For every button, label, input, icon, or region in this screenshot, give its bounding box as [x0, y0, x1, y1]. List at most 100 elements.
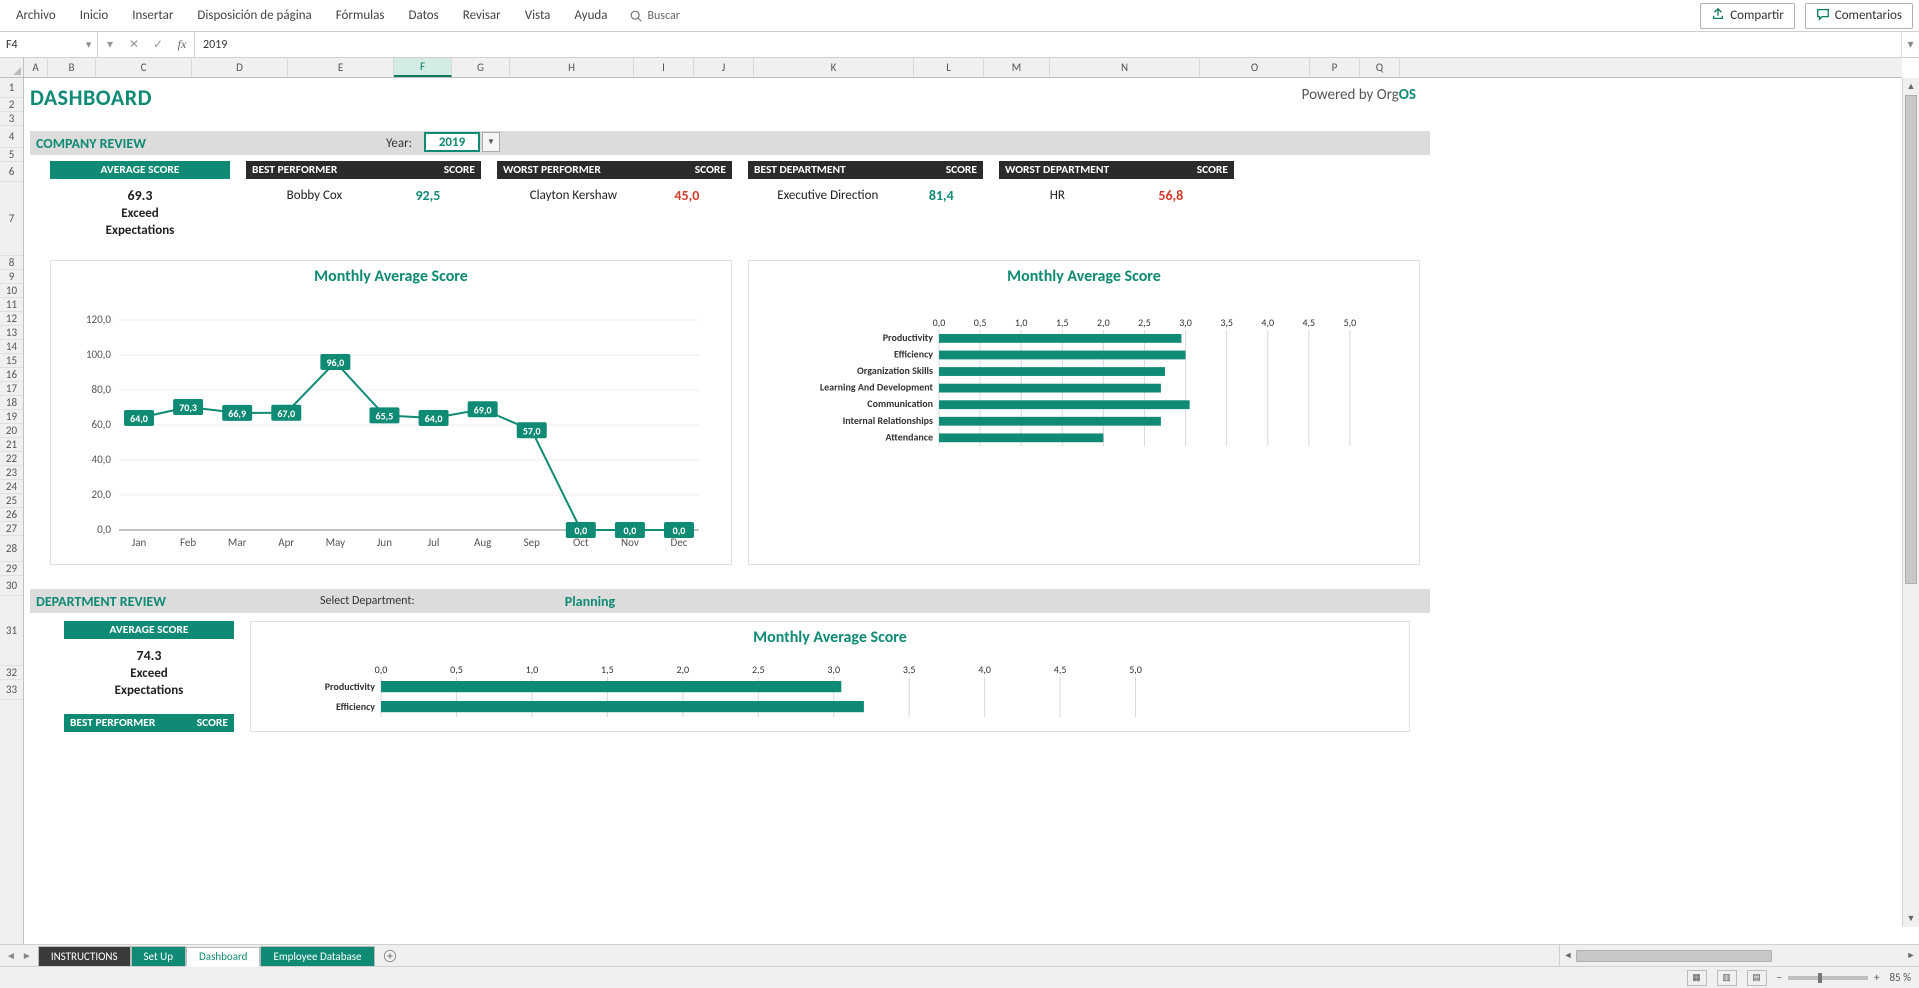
row-header-5[interactable]: 5 [0, 148, 23, 162]
horizontal-scrollbar[interactable]: ◄ ► [1559, 945, 1919, 966]
row-header-10[interactable]: 10 [0, 284, 23, 298]
column-header-M[interactable]: M [984, 58, 1050, 77]
zoom-out-icon[interactable]: − [1777, 971, 1782, 984]
column-header-K[interactable]: K [754, 58, 914, 77]
row-header-15[interactable]: 15 [0, 354, 23, 368]
year-dropdown-icon[interactable]: ▼ [482, 132, 500, 152]
column-header-B[interactable]: B [48, 58, 96, 77]
column-header-N[interactable]: N [1050, 58, 1200, 77]
row-header-14[interactable]: 14 [0, 340, 23, 354]
scroll-up-icon[interactable]: ▲ [1903, 78, 1919, 95]
fx-icon[interactable]: fx [170, 37, 194, 52]
ribbon-item-ayuda[interactable]: Ayuda [564, 4, 617, 27]
scroll-right-icon[interactable]: ► [1903, 950, 1919, 961]
ribbon-item-revisar[interactable]: Revisar [453, 4, 511, 27]
view-normal-icon[interactable]: ▦ [1687, 970, 1707, 986]
ribbon-item-fórmulas[interactable]: Fórmulas [326, 4, 395, 27]
row-header-32[interactable]: 32 [0, 666, 23, 680]
fb-dropdown-icon[interactable]: ▾ [98, 37, 122, 52]
column-header-D[interactable]: D [192, 58, 288, 77]
cancel-icon[interactable]: ✕ [122, 37, 146, 52]
sheet-tab-employee-database[interactable]: Employee Database [260, 946, 374, 966]
column-header-F[interactable]: F [394, 58, 452, 77]
name-box[interactable]: F4 ▼ [0, 32, 98, 57]
hscroll-thumb[interactable] [1576, 950, 1772, 962]
row-header-28[interactable]: 28 [0, 536, 23, 562]
column-header-I[interactable]: I [634, 58, 694, 77]
row-header-13[interactable]: 13 [0, 326, 23, 340]
row-header-19[interactable]: 19 [0, 410, 23, 424]
row-header-30[interactable]: 30 [0, 576, 23, 596]
row-header-29[interactable]: 29 [0, 562, 23, 576]
column-header-O[interactable]: O [1200, 58, 1310, 77]
row-header-16[interactable]: 16 [0, 368, 23, 382]
row-header-27[interactable]: 27 [0, 522, 23, 536]
row-header-1[interactable]: 1 [0, 78, 23, 98]
column-header-G[interactable]: G [452, 58, 510, 77]
ribbon-item-vista[interactable]: Vista [515, 4, 561, 27]
dropdown-icon[interactable]: ▼ [84, 39, 93, 50]
sheet-tab-instructions[interactable]: INSTRUCTIONS [38, 946, 131, 966]
ribbon-item-archivo[interactable]: Archivo [6, 4, 66, 27]
ribbon-item-datos[interactable]: Datos [398, 4, 448, 27]
add-sheet-icon[interactable] [379, 945, 401, 966]
comments-button[interactable]: Comentarios [1805, 3, 1913, 29]
row-header-26[interactable]: 26 [0, 508, 23, 522]
row-header-18[interactable]: 18 [0, 396, 23, 410]
row-header-33[interactable]: 33 [0, 680, 23, 700]
vscroll-thumb[interactable] [1905, 95, 1917, 584]
zoom-in-icon[interactable]: + [1874, 971, 1879, 984]
row-header-20[interactable]: 20 [0, 424, 23, 438]
ribbon-item-insertar[interactable]: Insertar [122, 4, 183, 27]
scroll-down-icon[interactable]: ▼ [1903, 910, 1919, 927]
ribbon-item-disposición-de-página[interactable]: Disposición de página [187, 4, 321, 27]
row-header-21[interactable]: 21 [0, 438, 23, 452]
vscroll-track[interactable] [1903, 95, 1919, 910]
row-header-9[interactable]: 9 [0, 270, 23, 284]
expand-formula-icon[interactable]: ▾ [1901, 32, 1919, 57]
column-header-H[interactable]: H [510, 58, 634, 77]
zoom-slider[interactable] [1788, 976, 1868, 980]
tab-nav-next-icon[interactable]: ► [22, 949, 32, 962]
confirm-icon[interactable]: ✓ [146, 37, 170, 52]
year-cell[interactable]: 2019 [424, 132, 480, 152]
row-header-22[interactable]: 22 [0, 452, 23, 466]
ribbon-item-inicio[interactable]: Inicio [70, 4, 118, 27]
row-header-31[interactable]: 31 [0, 596, 23, 666]
row-header-11[interactable]: 11 [0, 298, 23, 312]
tab-nav-buttons[interactable]: ◄ ► [0, 945, 38, 966]
row-header-24[interactable]: 24 [0, 480, 23, 494]
zoom-thumb[interactable] [1818, 973, 1822, 983]
ribbon-search[interactable]: Buscar [621, 9, 687, 23]
vertical-scrollbar[interactable]: ▲ ▼ [1902, 78, 1919, 927]
row-header-12[interactable]: 12 [0, 312, 23, 326]
row-header-4[interactable]: 4 [0, 126, 23, 148]
row-header-8[interactable]: 8 [0, 256, 23, 270]
row-header-6[interactable]: 6 [0, 162, 23, 182]
row-header-7[interactable]: 7 [0, 182, 23, 256]
department-value[interactable]: Planning [470, 593, 710, 610]
row-header-2[interactable]: 2 [0, 98, 23, 112]
hscroll-track[interactable] [1576, 950, 1903, 962]
sheet-tab-set-up[interactable]: Set Up [131, 946, 186, 966]
row-header-3[interactable]: 3 [0, 112, 23, 126]
column-header-P[interactable]: P [1310, 58, 1360, 77]
column-header-C[interactable]: C [96, 58, 192, 77]
row-header-17[interactable]: 17 [0, 382, 23, 396]
sheet-tab-dashboard[interactable]: Dashboard [186, 947, 260, 967]
scroll-left-icon[interactable]: ◄ [1560, 950, 1576, 961]
row-header-25[interactable]: 25 [0, 494, 23, 508]
row-header-23[interactable]: 23 [0, 466, 23, 480]
view-page-break-icon[interactable]: ▤ [1747, 970, 1767, 986]
share-button[interactable]: Compartir [1700, 3, 1795, 29]
tab-nav-prev-icon[interactable]: ◄ [6, 949, 16, 962]
column-header-L[interactable]: L [914, 58, 984, 77]
column-header-J[interactable]: J [694, 58, 754, 77]
column-header-E[interactable]: E [288, 58, 394, 77]
select-all-corner[interactable] [0, 58, 24, 77]
column-header-Q[interactable]: Q [1360, 58, 1400, 77]
zoom-level[interactable]: 85 % [1889, 971, 1911, 984]
view-page-layout-icon[interactable]: ▥ [1717, 970, 1737, 986]
formula-input[interactable]: 2019 [195, 32, 1901, 57]
column-header-A[interactable]: A [24, 58, 48, 77]
